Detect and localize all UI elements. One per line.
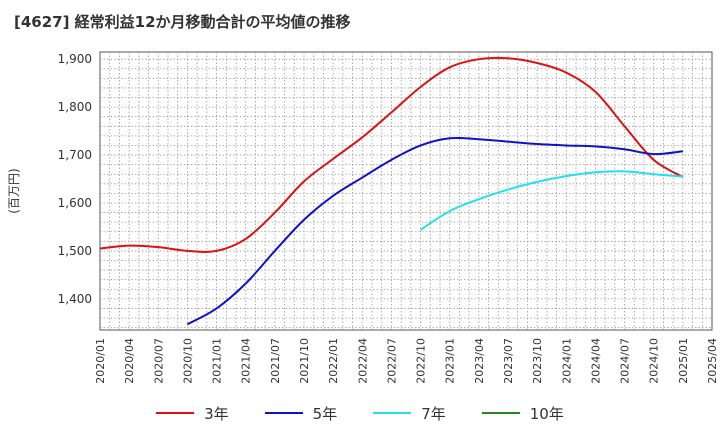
x-tick-label: 2023/10 [531, 338, 544, 384]
x-tick-label: 2022/07 [385, 338, 398, 384]
y-tick-label: 1,900 [58, 52, 92, 66]
x-tick-label: 2022/01 [327, 338, 340, 384]
x-tick-label: 2025/04 [706, 338, 719, 384]
x-tick-label: 2024/01 [560, 338, 573, 384]
x-tick-label: 2021/01 [211, 338, 224, 384]
x-tick-label: 2024/07 [619, 338, 632, 384]
legend-label: 3年 [204, 404, 229, 423]
legend-item: 3年 [156, 401, 229, 425]
legend-item: 7年 [373, 401, 446, 425]
x-tick-label: 2021/07 [269, 338, 282, 384]
x-tick-label: 2021/04 [240, 338, 253, 384]
series-lines [99, 56, 684, 326]
legend: 3年 5年 7年 10年 [0, 401, 720, 425]
x-tick-label: 2023/04 [473, 338, 486, 384]
y-tick-label: 1,500 [58, 244, 92, 258]
x-tick-label: 2024/04 [589, 338, 602, 384]
x-tick-label: 2020/01 [94, 338, 107, 384]
legend-item: 5年 [264, 401, 338, 425]
plot-area [99, 51, 713, 331]
x-tick-label: 2022/04 [356, 338, 369, 384]
series-line-7年 [420, 170, 683, 231]
x-tick-label: 2025/01 [677, 338, 690, 384]
x-tick-label: 2021/10 [298, 338, 311, 384]
legend-swatch [481, 412, 520, 414]
legend-label: 5年 [312, 404, 338, 423]
x-tick-label: 2020/10 [181, 338, 194, 384]
y-tick-label: 1,400 [58, 292, 92, 306]
x-tick-label: 2020/04 [123, 338, 136, 384]
x-tick-label: 2020/07 [152, 338, 165, 384]
legend-swatch [264, 412, 303, 414]
series-line-5年 [186, 136, 683, 326]
chart-title: [4627] 経常利益12か月移動合計の平均値の推移 [14, 13, 351, 31]
legend-label: 10年 [529, 404, 564, 423]
legend-swatch [156, 412, 195, 414]
legend-label: 7年 [421, 404, 446, 423]
x-tick-label: 2023/01 [444, 338, 457, 384]
y-tick-label: 1,600 [58, 196, 92, 210]
grid-lines [100, 52, 712, 330]
x-tick-label: 2022/10 [415, 338, 428, 384]
series-line-3年 [99, 56, 684, 253]
y-tick-label: 1,700 [58, 148, 92, 162]
legend-swatch [373, 412, 412, 414]
legend-item: 10年 [481, 401, 564, 425]
x-tick-label: 2023/07 [502, 338, 515, 384]
y-tick-label: 1,800 [58, 100, 92, 114]
y-axis-label: (百万円) [7, 168, 21, 213]
x-tick-label: 2024/10 [648, 338, 661, 384]
axis-ticks: 1,400 1,500 1,600 1,700 1,800 1,900 2020/01 202… [58, 52, 719, 384]
